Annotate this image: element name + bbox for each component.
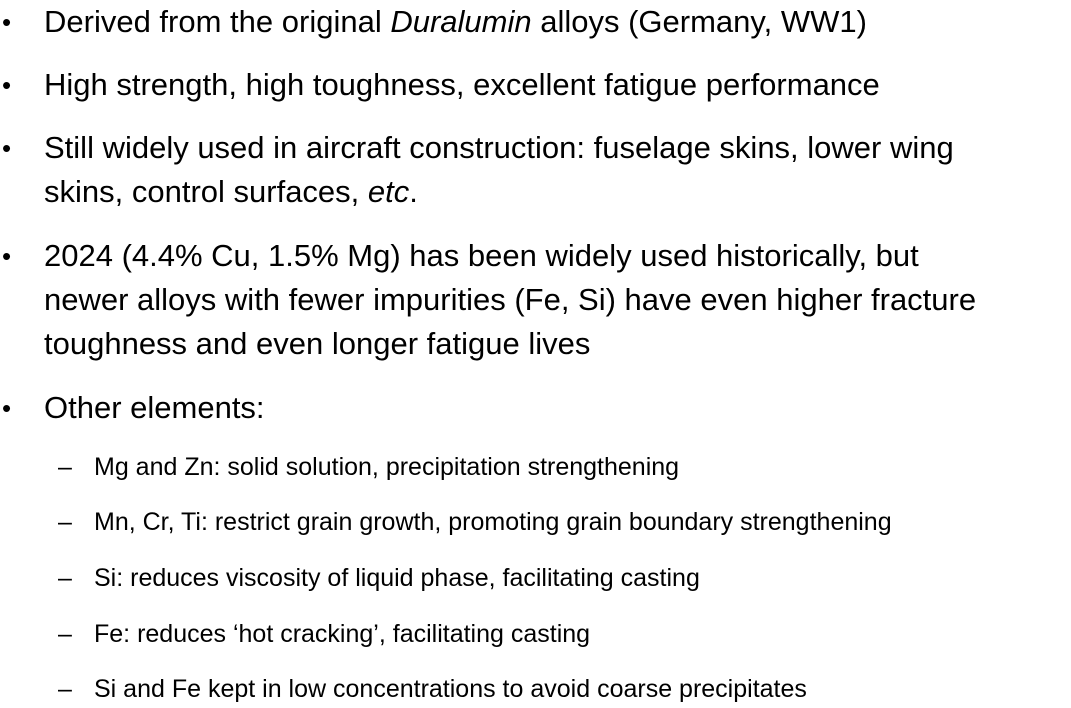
bullet-line: newer alloys with fewer impurities (Fe, … — [44, 282, 977, 317]
italic-term: Duralumin — [390, 4, 532, 39]
bullet-marker: • — [2, 241, 12, 271]
italic-term: etc — [367, 174, 410, 209]
dash-marker: – — [58, 675, 72, 703]
bullet-text: Still widely used in aircraft constructi… — [44, 126, 1068, 214]
bullet-line: toughness and even longer fatigue lives — [44, 326, 591, 361]
sub-bullet-text: Mg and Zn: solid solution, precipitation… — [94, 453, 680, 481]
bullet-text: Other elements: — [44, 390, 265, 425]
sub-bullet-text: Si: reduces viscosity of liquid phase, f… — [94, 564, 700, 592]
bullet-line: 2024 (4.4% Cu, 1.5% Mg) has been widely … — [44, 238, 919, 273]
sub-bullet-text: Fe: reduces ‘hot cracking’, facilitating… — [94, 620, 591, 648]
sub-bullet-text: Si and Fe kept in low concentrations to … — [94, 675, 807, 703]
bullet-line: Still widely used in aircraft constructi… — [44, 130, 954, 165]
bullet-marker: • — [2, 393, 12, 423]
bullet-line: skins, control surfaces, etc. — [44, 174, 418, 209]
dash-marker: – — [58, 620, 72, 648]
sub-bullet-text: Mn, Cr, Ti: restrict grain growth, promo… — [94, 508, 892, 536]
bullet-text: 2024 (4.4% Cu, 1.5% Mg) has been widely … — [44, 234, 1068, 366]
dash-marker: – — [58, 508, 72, 536]
bullet-marker: • — [2, 7, 12, 37]
bullet-marker: • — [2, 70, 12, 100]
dash-marker: – — [58, 564, 72, 592]
bullet-text: High strength, high toughness, excellent… — [44, 67, 880, 102]
bullet-text: Derived from the original Duralumin allo… — [44, 4, 867, 39]
dash-marker: – — [58, 453, 72, 481]
bullet-marker: • — [2, 133, 12, 163]
